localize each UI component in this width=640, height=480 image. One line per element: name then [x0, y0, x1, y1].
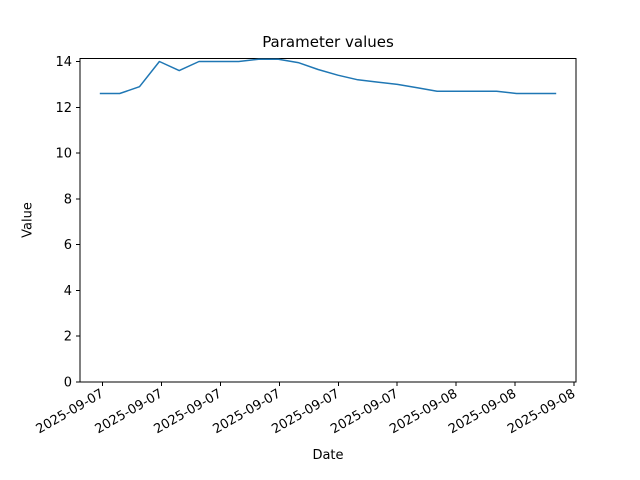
y-axis-label: Value — [20, 202, 36, 238]
data-line-parameter-values — [99, 58, 557, 95]
x-axis-label: Date — [312, 448, 344, 463]
x-tick-label: 2025-09-08 — [505, 386, 578, 437]
y-tick-label: 8 — [64, 192, 72, 207]
y-tick-label: 2 — [64, 330, 72, 345]
y-tick-label: 4 — [64, 284, 72, 299]
y-tick-label: 12 — [55, 101, 72, 116]
y-tick-label: 10 — [55, 147, 72, 162]
plot-spines — [79, 58, 577, 383]
chart-title: Parameter values — [262, 33, 394, 51]
y-tick-label: 0 — [64, 376, 72, 391]
y-tick-label: 14 — [55, 55, 72, 70]
y-tick-label: 6 — [64, 238, 72, 253]
